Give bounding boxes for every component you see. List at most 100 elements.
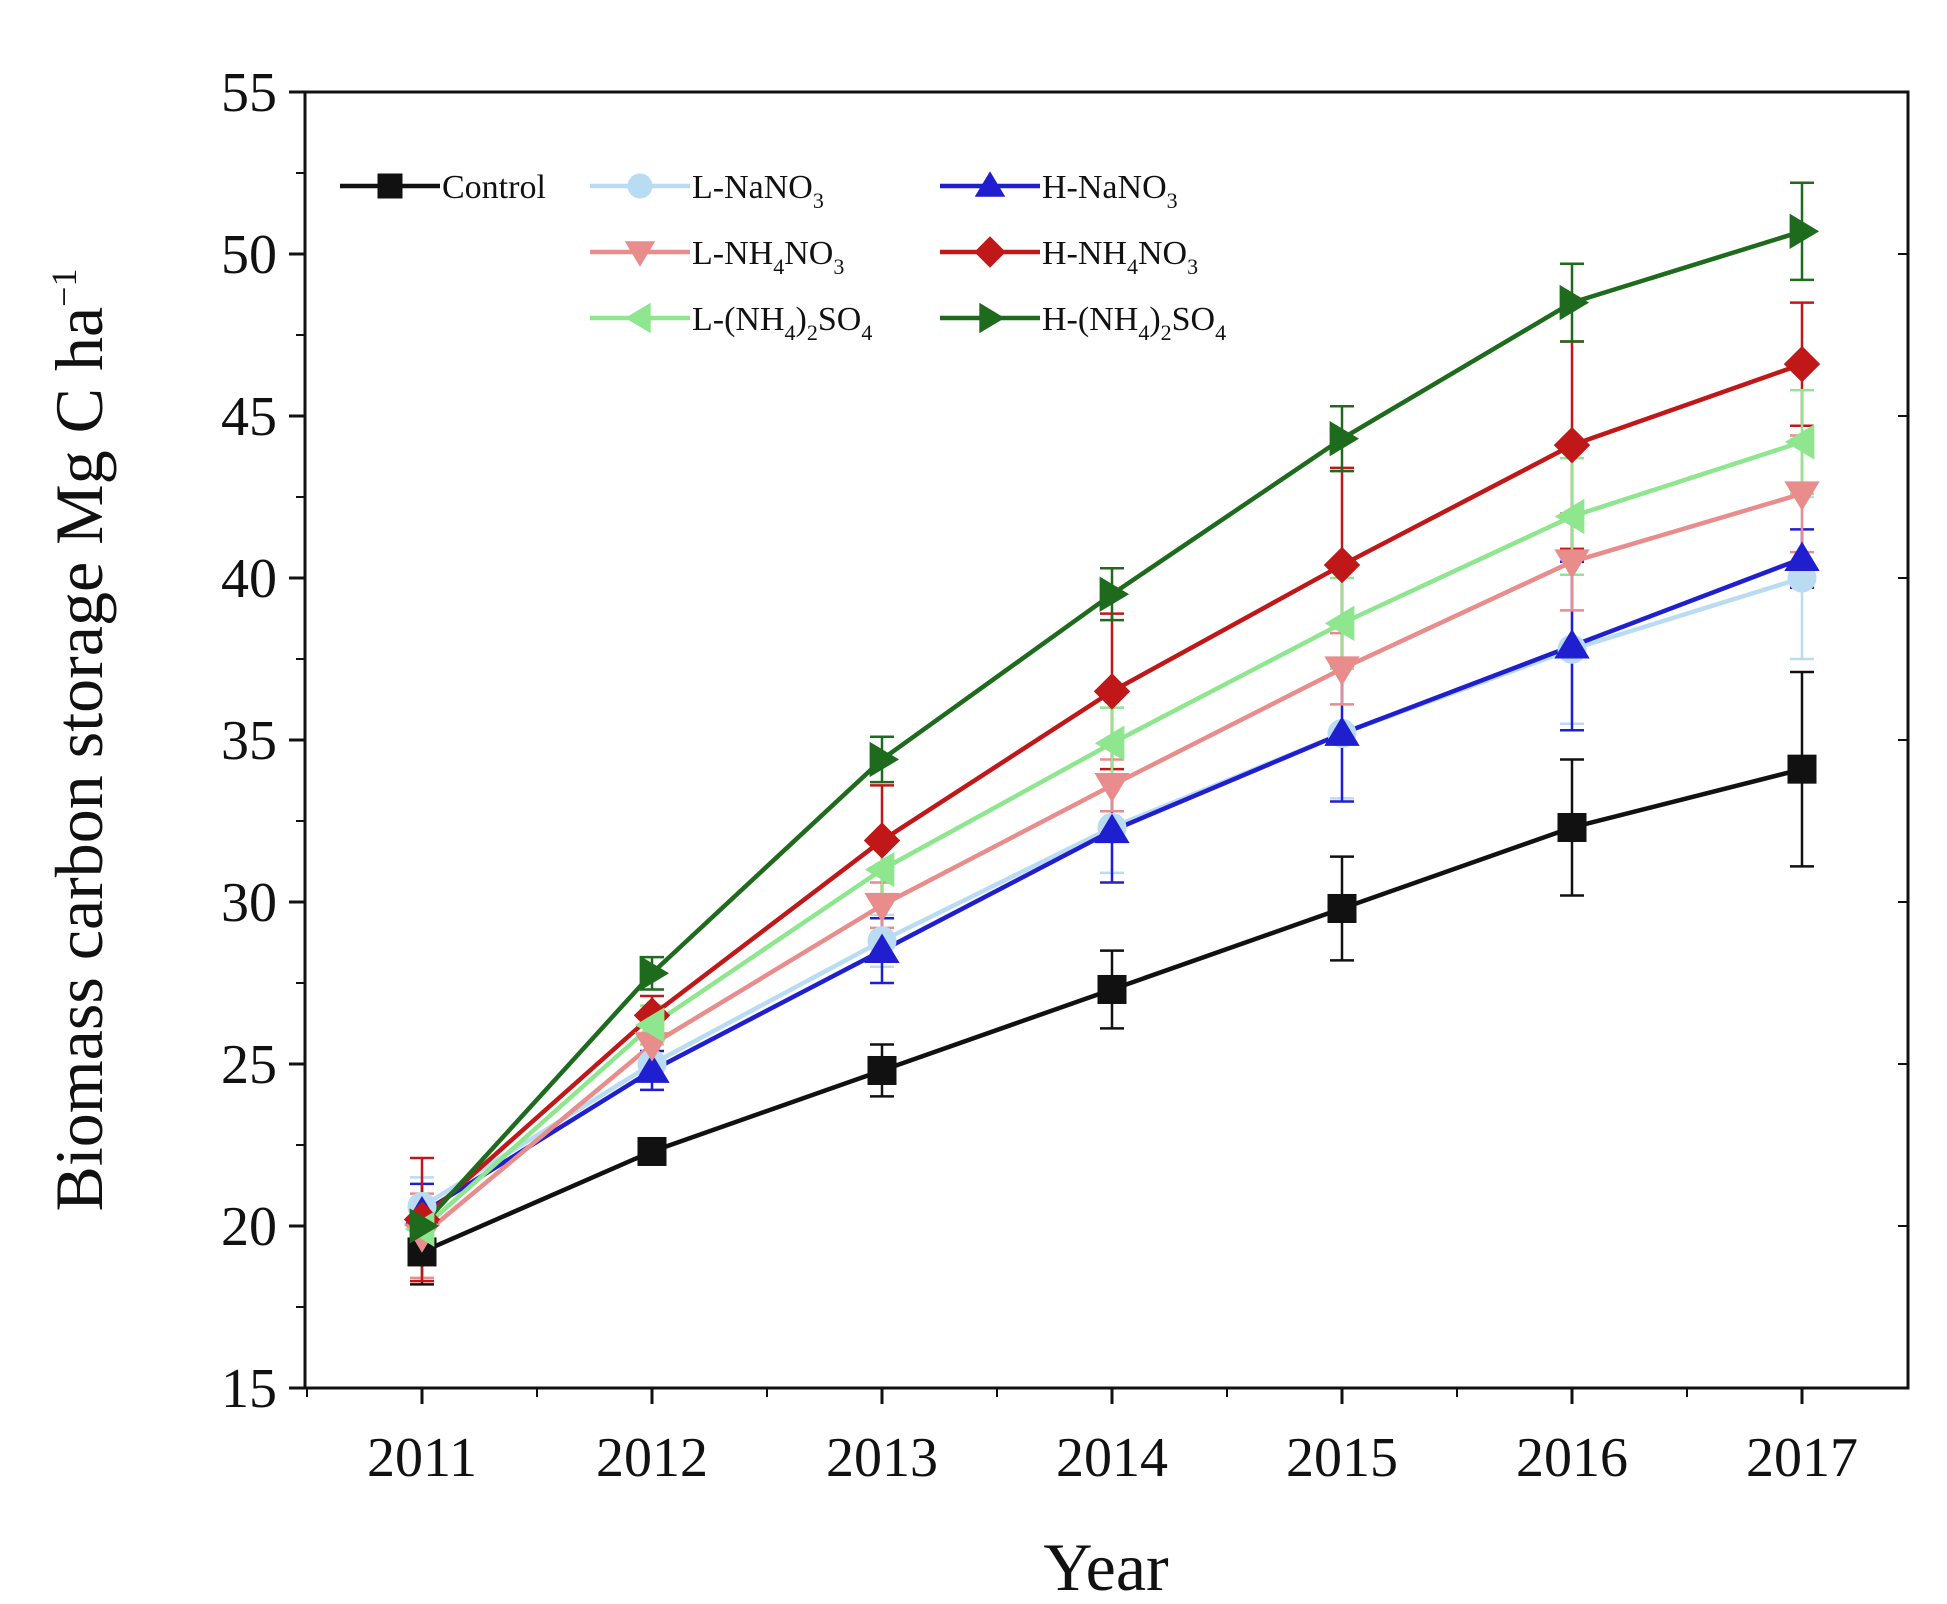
- data-point-h-nano3: [1324, 716, 1360, 746]
- data-point-l-nh4no3: [1324, 656, 1360, 686]
- data-point-l-nh4no3: [1784, 481, 1820, 511]
- y-axis: 15 20 25 30 35 40 45 50 55: [221, 62, 1908, 1420]
- y-tick-label: 20: [221, 1196, 277, 1258]
- data-point-h-nh4-2so4: [409, 1208, 440, 1244]
- data-point-h-nh4-2so4: [1559, 284, 1590, 321]
- legend-label-part: H-(NH: [1042, 301, 1138, 338]
- legend-label-part: SO: [1172, 301, 1215, 338]
- x-tick-label: 2017: [1746, 1427, 1858, 1489]
- data-point-control: [867, 1055, 897, 1085]
- y-tick-label: 35: [221, 710, 277, 772]
- data-point-h-nano3: [1554, 628, 1590, 659]
- legend-label-part: L-(NH: [692, 301, 785, 338]
- data-point-h-nh4-2so4: [1789, 213, 1820, 250]
- x-tick-label: 2013: [826, 1427, 938, 1489]
- data-point-l-nh4-2so4: [1784, 424, 1815, 460]
- legend-label-part: NO: [784, 235, 833, 272]
- legend-item-control: Control: [340, 169, 546, 206]
- x-tick-label: 2014: [1056, 1427, 1168, 1489]
- y-tick-label: 55: [221, 62, 277, 124]
- data-point-control: [637, 1136, 667, 1166]
- data-point-h-nh4no3: [1093, 673, 1131, 710]
- data-point-control: [1097, 974, 1127, 1004]
- x-tick-label: 2016: [1516, 1427, 1628, 1489]
- data-point-h-nh4no3: [1553, 426, 1591, 464]
- legend-label-part: 3: [1167, 188, 1178, 213]
- legend-label-part: H-NH: [1042, 235, 1127, 272]
- y-tick-label: 50: [221, 224, 277, 286]
- legend-marker: [627, 173, 653, 199]
- legend-item-h-nh4-2so4: H-(NH4)2SO4: [940, 301, 1226, 345]
- data-point-control: [1327, 893, 1357, 923]
- legend-label-part: ): [796, 301, 807, 338]
- data-point-l-nh4no3: [1094, 772, 1130, 803]
- data-point-h-nh4-2so4: [869, 741, 900, 778]
- legend-label-part: 3: [813, 188, 824, 213]
- x-axis-title: Year: [1043, 1529, 1169, 1604]
- legend-label: H-NH4NO3: [1042, 235, 1198, 279]
- legend-label: L-(NH4)2SO4: [692, 301, 872, 345]
- legend-label-part: 4: [1127, 254, 1138, 279]
- data-point-l-nh4-2so4: [1094, 725, 1125, 761]
- y-tick-label: 15: [221, 1358, 277, 1420]
- data-point-h-nh4no3: [1323, 546, 1361, 584]
- data-point-h-nano3: [1094, 813, 1130, 844]
- legend-label-part: 4: [1138, 320, 1149, 345]
- legend-label-part: 2: [1161, 320, 1172, 345]
- legend-marker: [974, 171, 1006, 197]
- legend-item-l-nh4-2so4: L-(NH4)2SO4: [590, 301, 872, 345]
- data-point-l-nh4-2so4: [634, 1007, 665, 1043]
- legend-label-part: 3: [833, 254, 844, 279]
- y-tick-label: 40: [221, 548, 277, 610]
- x-tick-label: 2012: [596, 1427, 708, 1489]
- data-point-h-nh4no3: [1783, 345, 1821, 383]
- y-tick-label: 25: [221, 1034, 277, 1096]
- series-layer: [403, 181, 1821, 1286]
- legend-label-part: L-NaNO: [692, 169, 813, 206]
- data-point-l-nh4-2so4: [864, 851, 895, 888]
- y-tick-label: 45: [221, 386, 277, 448]
- data-point-control: [1787, 754, 1817, 784]
- legend-item-h-nano3: H-NaNO3: [940, 169, 1178, 213]
- data-point-h-nh4-2so4: [639, 955, 670, 991]
- legend-marker: [377, 173, 403, 199]
- x-tick-label: 2015: [1286, 1427, 1398, 1489]
- series-markers: [403, 213, 1821, 1267]
- data-point-l-nh4-2so4: [1554, 498, 1585, 535]
- x-tick-label: 2011: [367, 1427, 477, 1489]
- data-point-h-nano3: [1784, 541, 1820, 571]
- data-point-l-nh4-2so4: [1324, 605, 1355, 642]
- legend-item-l-nh4no3: L-NH4NO3: [590, 235, 844, 279]
- legend-marker: [974, 236, 1006, 268]
- x-axis: 2011 2012 2013 2014 2015 2016 2017: [306, 1388, 1858, 1489]
- data-point-h-nh4-2so4: [1099, 576, 1130, 612]
- data-point-l-nh4no3: [864, 892, 900, 923]
- data-point-h-nano3: [634, 1053, 670, 1083]
- y-axis-title: Biomass carbon storage Mg C ha−1: [41, 269, 117, 1212]
- legend-label-part: 4: [861, 320, 872, 345]
- legend-marker: [624, 241, 656, 267]
- legend-label-part: Control: [442, 169, 546, 206]
- data-point-h-nh4-2so4: [1329, 420, 1360, 457]
- legend-label-part: 4: [1215, 320, 1226, 345]
- data-point-h-nh4no3: [863, 822, 901, 859]
- legend-item-l-nano3: L-NaNO3: [590, 169, 824, 213]
- legend-label-part: ): [1149, 301, 1160, 338]
- legend-item-h-nh4no3: H-NH4NO3: [940, 235, 1198, 279]
- legend-label-part: L-NH: [692, 235, 773, 272]
- y-tick-label: 30: [221, 872, 277, 934]
- data-point-l-nh4no3: [1554, 549, 1590, 579]
- legend-label: Control: [442, 169, 546, 206]
- legend-label: L-NH4NO3: [692, 235, 844, 279]
- data-point-h-nano3: [864, 933, 900, 963]
- legend-label-part: 4: [785, 320, 796, 345]
- legend-label-part: 2: [807, 320, 818, 345]
- legend-label: H-NaNO3: [1042, 169, 1178, 213]
- legend-label: H-(NH4)2SO4: [1042, 301, 1226, 345]
- legend-label-part: NO: [1138, 235, 1187, 272]
- data-point-control: [1557, 812, 1587, 842]
- legend-label: L-NaNO3: [692, 169, 824, 213]
- legend-marker: [625, 302, 651, 334]
